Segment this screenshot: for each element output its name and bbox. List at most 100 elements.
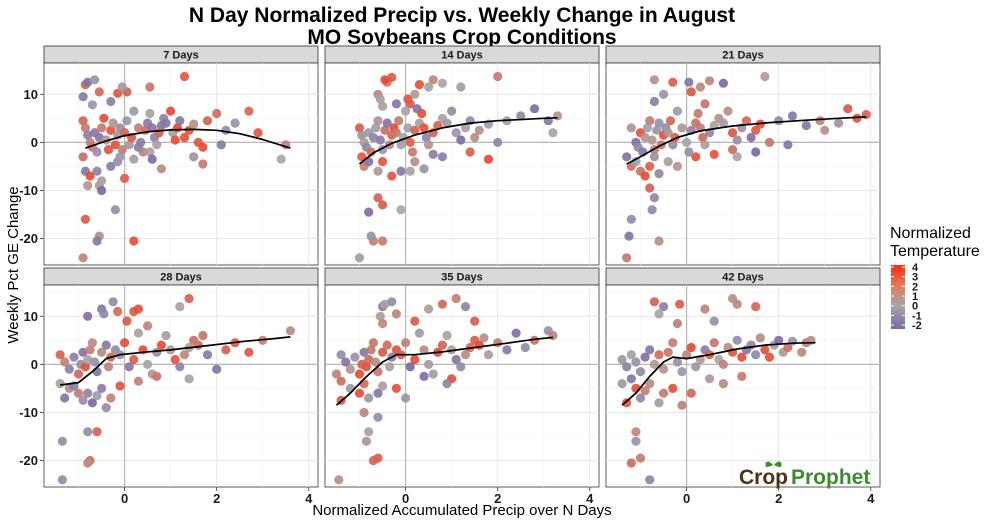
data-point	[78, 395, 88, 405]
data-point	[652, 125, 662, 135]
data-point	[373, 412, 383, 422]
data-points	[78, 71, 291, 263]
data-point	[129, 354, 139, 365]
data-point	[529, 335, 540, 345]
data-point	[640, 132, 650, 143]
logo-text-prophet: Prophet	[791, 466, 870, 489]
data-point	[424, 304, 434, 314]
data-point	[373, 116, 383, 126]
data-point	[682, 350, 692, 360]
y-tick-label: 10	[24, 309, 38, 324]
data-point	[622, 253, 632, 263]
data-point	[548, 330, 558, 341]
data-point	[705, 374, 715, 384]
data-point	[797, 347, 807, 357]
legend-title-line2: Temperature	[890, 243, 980, 260]
data-point	[732, 335, 742, 345]
data-point	[659, 302, 669, 312]
data-point	[396, 205, 406, 215]
data-point	[78, 116, 88, 126]
data-point	[631, 157, 641, 167]
data-point	[511, 328, 521, 338]
y-tick-label: 0	[31, 357, 38, 372]
data-point	[659, 388, 669, 398]
data-point	[221, 345, 231, 355]
y-tick-label: -20	[19, 231, 38, 246]
data-point	[147, 123, 157, 133]
data-point	[647, 135, 657, 145]
data-point	[548, 128, 558, 138]
data-point	[99, 309, 109, 319]
data-point	[672, 106, 683, 116]
data-point	[80, 123, 90, 133]
legend-colorbar	[891, 265, 905, 329]
data-point	[106, 393, 116, 403]
data-point	[387, 171, 397, 181]
data-point	[626, 214, 636, 224]
data-point	[665, 116, 676, 126]
panel-strip-label: 35 Days	[441, 272, 483, 284]
data-point	[451, 293, 461, 304]
data-point	[359, 407, 369, 418]
data-points	[55, 293, 295, 485]
data-point	[645, 475, 655, 485]
smooth-trend-line	[335, 336, 553, 406]
data-point	[184, 374, 194, 384]
data-point	[375, 94, 385, 104]
data-point	[442, 118, 452, 128]
data-point	[403, 94, 413, 104]
data-point	[695, 82, 706, 92]
data-point	[437, 152, 447, 162]
data-point	[654, 118, 664, 128]
data-point	[90, 357, 100, 367]
data-point	[156, 340, 166, 350]
data-point	[276, 154, 286, 164]
data-point	[94, 87, 104, 97]
data-point	[92, 427, 102, 437]
data-point	[133, 328, 143, 338]
data-point	[110, 205, 120, 215]
data-point	[663, 128, 673, 138]
data-point	[375, 135, 385, 145]
data-point	[460, 123, 471, 133]
data-point	[417, 108, 427, 119]
data-point	[103, 145, 114, 155]
data-point	[456, 82, 466, 92]
data-point	[460, 350, 471, 360]
data-point	[90, 75, 100, 85]
data-point	[97, 383, 107, 393]
data-point	[783, 140, 793, 150]
data-point	[668, 383, 678, 393]
data-point	[378, 318, 388, 329]
data-point	[401, 338, 411, 348]
data-point	[684, 77, 694, 87]
data-points	[331, 293, 558, 485]
data-point	[737, 352, 747, 362]
data-point	[94, 132, 104, 143]
data-point	[78, 253, 88, 263]
data-point	[635, 453, 646, 463]
data-point	[357, 130, 367, 140]
data-point	[92, 147, 102, 157]
data-point	[133, 123, 143, 133]
data-points	[622, 71, 871, 263]
legend-tick-label: 2	[912, 281, 918, 293]
data-point	[516, 111, 526, 121]
data-point	[751, 147, 761, 157]
data-point	[147, 154, 157, 164]
data-point	[364, 354, 374, 365]
data-point	[645, 379, 655, 389]
data-point	[672, 318, 683, 329]
data-point	[285, 326, 295, 336]
data-point	[698, 132, 708, 143]
data-point	[421, 132, 431, 143]
legend-title-line1: Normalized	[890, 225, 971, 242]
panel-21-days: 21 Days	[605, 45, 881, 266]
data-point	[728, 128, 738, 138]
data-point	[626, 123, 636, 133]
data-point	[419, 123, 429, 133]
data-point	[97, 123, 107, 133]
data-point	[709, 149, 719, 159]
data-point	[145, 147, 155, 157]
data-point	[78, 347, 88, 357]
